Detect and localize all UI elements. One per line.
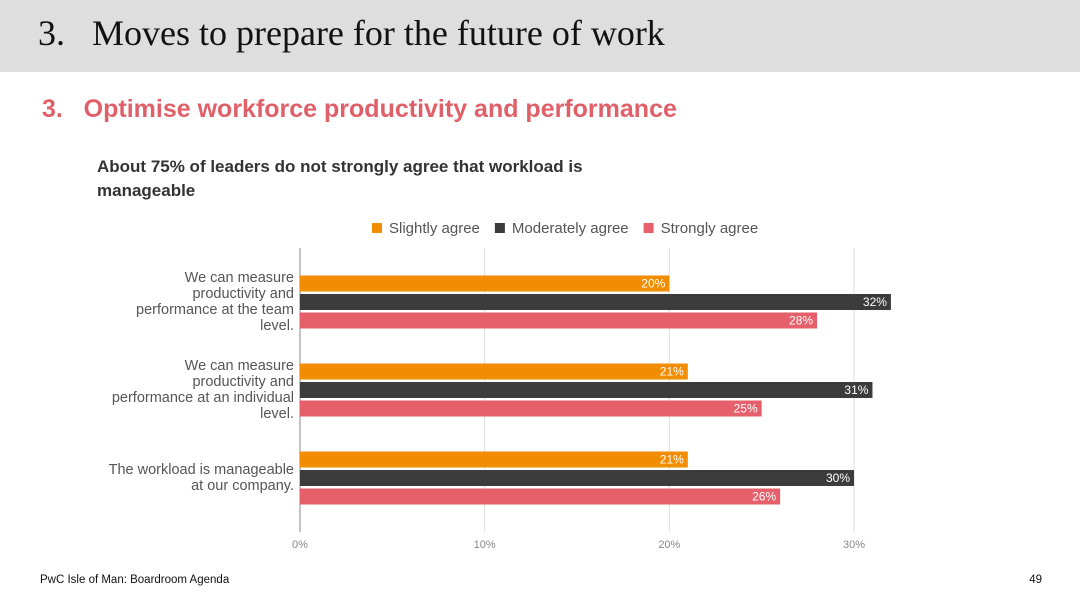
x-tick-label: 10% (474, 539, 496, 551)
value-label: 30% (826, 471, 850, 485)
value-label: 28% (789, 314, 813, 328)
page-number: 49 (1029, 574, 1042, 586)
header-bar (0, 0, 1080, 72)
value-label: 21% (660, 453, 684, 467)
legend-label: Slightly agree (389, 220, 480, 237)
chart-title: About 75% of leaders do not strongly agr… (97, 157, 583, 200)
slide-title: 3. Moves to prepare for the future of wo… (38, 13, 665, 53)
bar (300, 382, 873, 398)
value-label: 26% (752, 490, 776, 504)
bar (300, 312, 818, 329)
bar (300, 400, 762, 417)
value-label: 21% (660, 365, 684, 379)
x-tick-label: 30% (843, 539, 865, 551)
slide-subtitle: 3. Optimise workforce productivity and p… (42, 95, 677, 123)
bar (300, 470, 854, 486)
value-label: 20% (641, 277, 665, 291)
value-label: 25% (734, 402, 758, 416)
legend-swatch (494, 223, 505, 233)
category-label: We can measure productivity and performa… (111, 358, 294, 422)
footer-source: PwC Isle of Man: Boardroom Agenda (40, 574, 230, 586)
bar (300, 451, 688, 468)
bar (300, 488, 781, 505)
bar (300, 294, 891, 310)
bar (300, 363, 688, 380)
category-label: We can measure productivity and performa… (136, 270, 294, 334)
category-label: The workload is manageable at our compan… (108, 462, 294, 494)
bar (300, 275, 670, 292)
legend-swatch (372, 223, 382, 233)
legend-swatch (643, 223, 654, 233)
value-label: 31% (844, 383, 868, 397)
legend-label: Strongly agree (661, 220, 759, 237)
x-tick-label: 0% (292, 539, 308, 551)
value-label: 32% (863, 295, 887, 309)
x-tick-label: 20% (658, 539, 680, 551)
legend-label: Moderately agree (512, 220, 629, 237)
